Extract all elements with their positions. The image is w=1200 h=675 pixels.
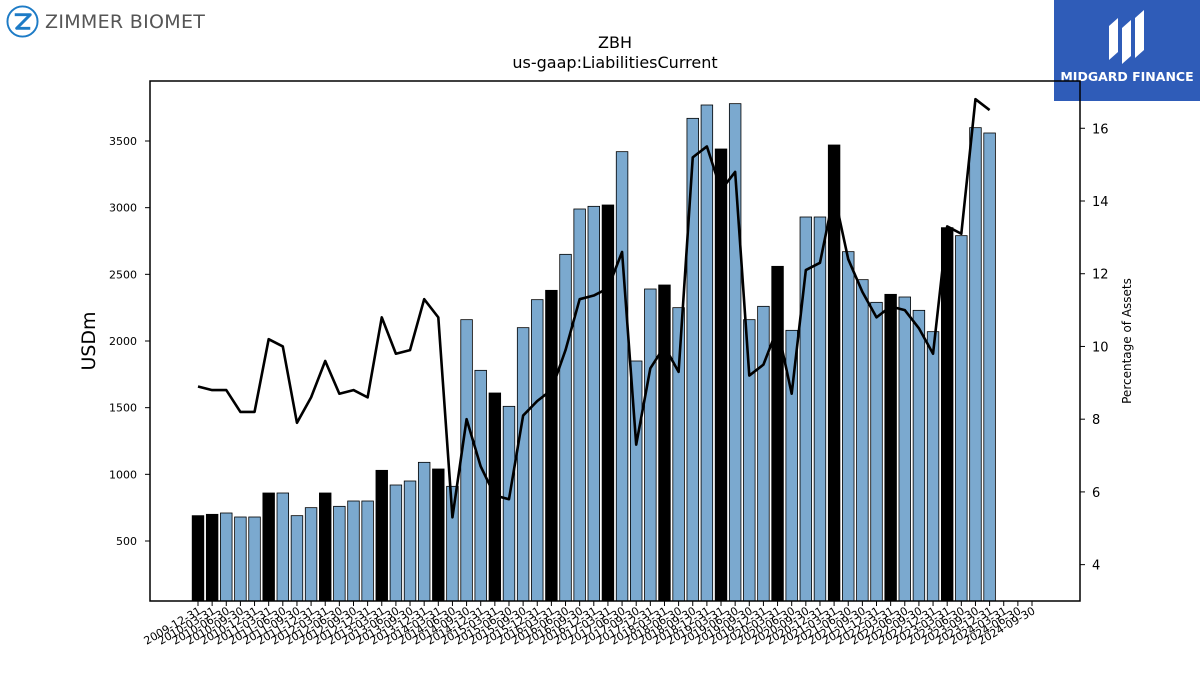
bar [460,319,473,602]
bar [615,151,629,602]
bar [912,309,926,602]
bar [856,279,869,602]
percentage-line [197,97,991,519]
bar [474,369,487,602]
bar [969,127,982,602]
bar [531,299,544,602]
y2-axis-label: Percentage of Assets [1120,278,1134,404]
bar [559,253,572,602]
bar [361,500,374,602]
bar [813,216,827,602]
bar [884,293,897,602]
bar [644,288,657,602]
bar [983,132,996,602]
bar [898,296,911,602]
bar [686,117,699,602]
bar [234,516,247,602]
y2-tick-label: 12 [1092,268,1109,283]
bar [601,204,615,602]
bar [347,500,360,602]
bar [926,331,940,602]
y-tick-label: 2500 [109,268,137,281]
bar [870,301,883,602]
bar [714,148,728,602]
bar [375,469,388,602]
midgard-finance-icon [1109,10,1144,64]
bar [502,405,516,602]
chart-title: ZBH [598,33,632,52]
bar [771,265,784,602]
zimmer-biomet-logo: ZIMMER BIOMET [6,5,205,38]
y-axis-label: USDm [78,311,100,370]
chart-subtitle: us-gaap:LiabilitiesCurrent [512,53,717,72]
bar [573,208,586,602]
plot-frame [149,80,1081,602]
bar [333,505,346,602]
bar [276,492,290,602]
zimmer-biomet-icon [6,5,39,38]
bar [545,289,558,602]
bar [432,468,445,602]
y-tick-label: 1500 [109,402,137,415]
bar [262,492,275,602]
bar [319,492,332,602]
bar [700,104,714,602]
bar [940,227,954,602]
y2-tick-label: 16 [1092,122,1109,137]
y2-tick-label: 8 [1092,413,1100,428]
bar [205,513,219,602]
y2-tick-label: 6 [1092,486,1100,501]
bar [220,512,233,602]
y-tick-label: 500 [116,535,137,548]
bar [304,507,318,602]
y-tick-label: 3000 [109,202,137,215]
bar [672,307,685,602]
zimmer-biomet-logo-text: ZIMMER BIOMET [45,10,206,33]
bar [248,516,261,602]
bar [658,284,671,602]
y-tick-label: 3500 [109,135,137,148]
bar [842,251,855,602]
bar [403,480,417,602]
bar [757,305,770,602]
y2-tick-label: 4 [1092,559,1100,574]
y-tick-label: 2000 [109,335,137,348]
bar [516,327,530,602]
bar [955,235,968,602]
bar [191,515,205,602]
y-tick-label: 1000 [109,468,137,481]
y2-tick-label: 14 [1092,195,1109,210]
bar [389,484,403,602]
midgard-finance-logo: MIDGARD FINANCE [1054,0,1200,101]
bar [587,205,600,602]
bar [290,515,304,602]
midgard-finance-logo-text: MIDGARD FINANCE [1060,69,1194,84]
bar [417,461,431,602]
plot-area: 5001000150020002500300035004681012141620… [109,97,1109,648]
y2-tick-label: 10 [1092,340,1109,355]
